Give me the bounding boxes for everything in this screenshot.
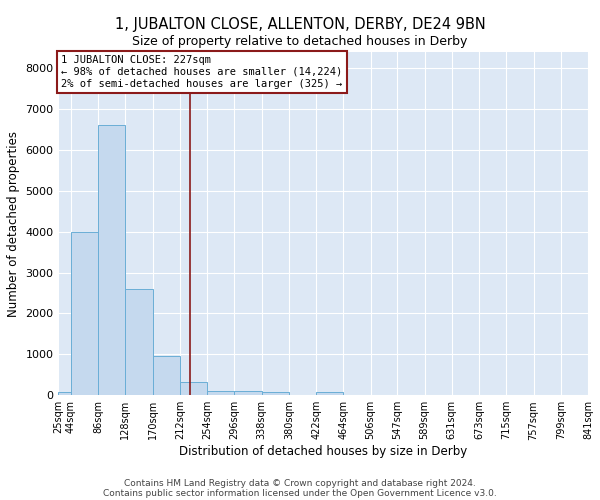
Bar (207, 390, 235, 395)
Text: Size of property relative to detached houses in Derby: Size of property relative to detached ho… (133, 35, 467, 48)
Bar (180, 382, 207, 395)
Text: Contains HM Land Registry data © Crown copyright and database right 2024.: Contains HM Land Registry data © Crown c… (124, 478, 476, 488)
Y-axis label: Number of detached properties: Number of detached properties (7, 130, 20, 316)
X-axis label: Distribution of detached houses by size in Derby: Distribution of detached houses by size … (179, 445, 467, 458)
Bar (262, 392, 289, 395)
Text: 1, JUBALTON CLOSE, ALLENTON, DERBY, DE24 9BN: 1, JUBALTON CLOSE, ALLENTON, DERBY, DE24… (115, 18, 485, 32)
Bar (235, 391, 262, 395)
Bar (98, 126, 125, 395)
Bar (316, 392, 343, 395)
Text: Contains public sector information licensed under the Open Government Licence v3: Contains public sector information licen… (103, 488, 497, 498)
Text: 1 JUBALTON CLOSE: 227sqm
← 98% of detached houses are smaller (14,224)
2% of sem: 1 JUBALTON CLOSE: 227sqm ← 98% of detach… (61, 56, 343, 88)
Bar (152, 356, 180, 395)
Bar (58, 392, 71, 395)
Bar (125, 289, 152, 395)
Bar (71, 232, 98, 395)
